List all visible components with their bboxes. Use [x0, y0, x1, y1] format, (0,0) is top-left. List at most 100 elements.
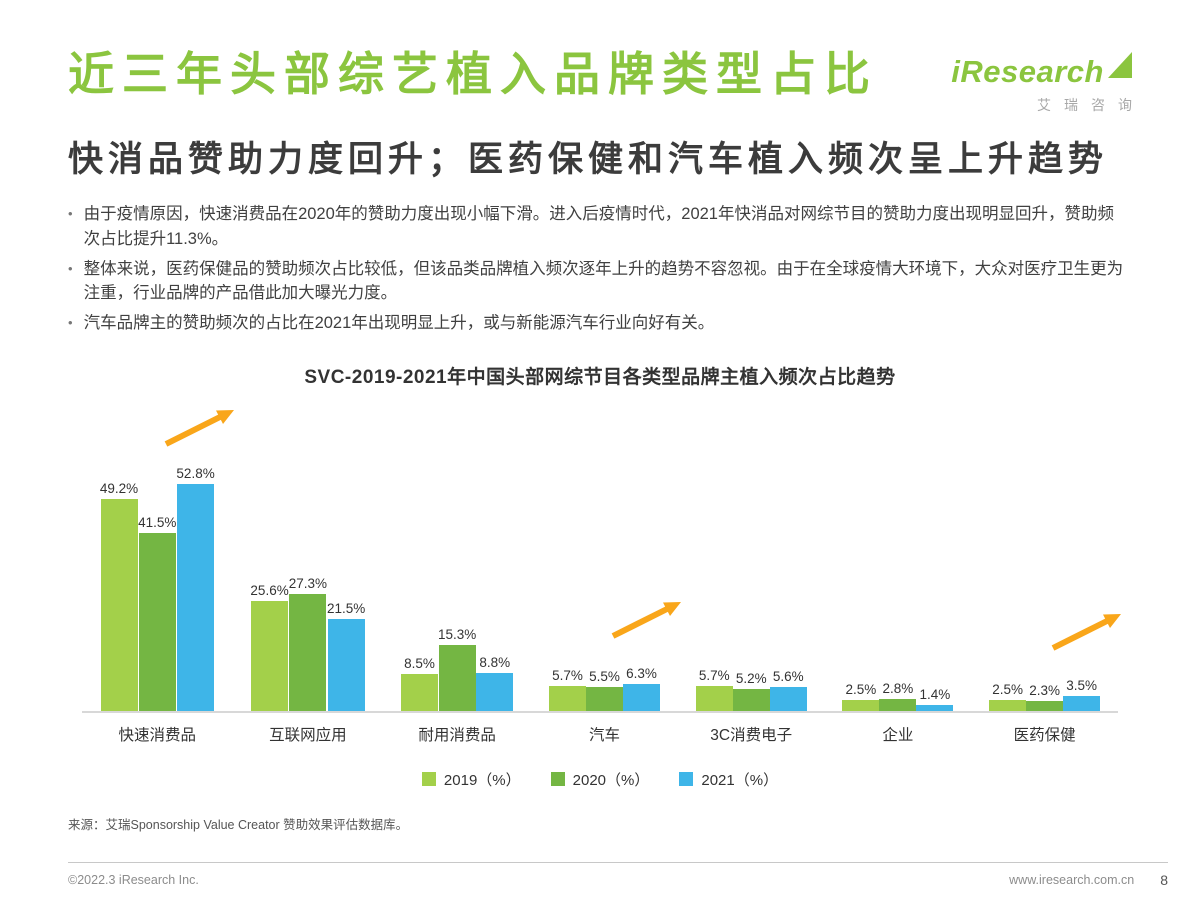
bar-value-label: 5.2%: [735, 670, 767, 686]
page-subtitle: 快消品赞助力度回升；医药保健和汽车植入频次呈上升趋势: [68, 140, 1109, 179]
category-label: 汽车: [588, 726, 620, 744]
bar-column: 52.8%: [176, 465, 215, 711]
category-label: 企业: [882, 726, 914, 744]
footer-website-link[interactable]: www.iresearch.com.cn: [1009, 873, 1135, 887]
bar-group-3: 8.5% 15.3% 8.8% 耐用消费品: [400, 627, 514, 744]
bar: [585, 686, 623, 711]
bar-value-label: 3.5%: [1066, 677, 1098, 693]
bar-column: 2.5%: [842, 681, 880, 711]
page-title: 近三年头部综艺植入品牌类型占比: [68, 48, 878, 100]
bar: [438, 644, 476, 711]
bullet-item: 由于疫情原因，快速消费品在2020年的赞助力度出现小幅下滑。进入后疫情时代，20…: [68, 202, 1130, 252]
bar-value-label: 52.8%: [176, 465, 215, 481]
bar-value-label: 2.3%: [1029, 682, 1061, 698]
footer-copyright: ©2022.3 iResearch Inc.: [68, 873, 199, 887]
bar-column: 8.5%: [400, 655, 438, 711]
bar: [989, 699, 1027, 711]
bar-value-label: 5.7%: [698, 667, 730, 683]
bar-column: 1.4%: [916, 687, 954, 711]
bar: [916, 704, 954, 711]
bar-column: 27.3%: [289, 576, 327, 711]
bar: [289, 593, 327, 711]
bullet-list: 由于疫情原因，快速消费品在2020年的赞助力度出现小幅下滑。进入后疫情时代，20…: [68, 202, 1132, 336]
legend-label: 2020（%）: [572, 771, 650, 789]
bar-column: 49.2%: [100, 481, 138, 711]
bar-chart: 49.2% 41.5% 52.8% 快速消费品 25.6% 27.3% 21.5% 互联网应用…: [82, 409, 1121, 744]
bar-value-label: 2.5%: [992, 681, 1024, 697]
bar-column: 2.8%: [879, 680, 917, 711]
bar-group-1: 49.2% 41.5% 52.8% 快速消费品: [100, 409, 234, 744]
logo-flag-icon: [1108, 52, 1132, 78]
bar-group-4: 5.7% 5.5% 6.3% 汽车: [548, 601, 681, 744]
bullet-item: 整体来说，医药保健品的赞助频次占比较低，但该品类品牌植入频次逐年上升的趋势不容忽…: [68, 257, 1130, 307]
bar-group-5: 5.7% 5.2% 5.6% 3C消费电子: [695, 667, 807, 744]
bar-column: 25.6%: [250, 582, 289, 711]
logo-text: iResearch: [951, 54, 1104, 89]
page-number: 8: [1160, 872, 1168, 888]
footer-right: www.iresearch.com.cn 8: [1009, 872, 1168, 888]
bar: [1026, 700, 1064, 711]
bar: [842, 699, 880, 711]
bar-value-label: 25.6%: [250, 582, 289, 598]
source-note: 来源：艾瑞Sponsorship Value Creator 赞助效果评估数据库…: [68, 817, 409, 832]
footer: ©2022.3 iResearch Inc. www.iresearch.com…: [68, 862, 1168, 888]
header: 近三年头部综艺植入品牌类型占比 iResearch 艾瑞咨询: [68, 50, 1132, 115]
legend-item: 2020（%）: [550, 769, 650, 790]
bar: [100, 498, 138, 711]
bar: [1063, 695, 1101, 711]
bar: [177, 483, 215, 711]
bar-column: 5.7%: [548, 667, 586, 711]
bar-value-label: 49.2%: [99, 480, 139, 496]
bar-column: 2.3%: [1026, 682, 1064, 711]
chart-title: SVC-2019-2021年中国头部网综节目各类型品牌主植入频次占比趋势: [304, 366, 896, 388]
bar: [327, 618, 365, 711]
bar: [251, 600, 289, 711]
bar: [879, 698, 917, 711]
logo-subtext: 艾瑞咨询: [1037, 97, 1145, 113]
bar: [138, 532, 176, 711]
bar-value-label: 5.6%: [772, 668, 804, 684]
trend-up-arrow-icon: [611, 601, 681, 639]
bar: [732, 688, 770, 711]
bar-value-label: 2.5%: [845, 681, 877, 697]
legend-label: 2019（%）: [443, 771, 521, 789]
bar-value-label: 2.8%: [882, 680, 914, 696]
trend-up-arrow-icon: [1051, 613, 1121, 651]
bar-column: 6.3%: [622, 665, 660, 711]
category-label: 互联网应用: [269, 726, 347, 744]
bar: [622, 683, 660, 711]
bar-group-6: 2.5% 2.8% 1.4% 企业: [842, 680, 954, 744]
bar: [769, 686, 807, 711]
bar-value-label: 41.5%: [138, 514, 177, 530]
bar: [476, 672, 514, 711]
bar-column: 5.7%: [695, 667, 733, 711]
bar-column: 41.5%: [138, 515, 176, 711]
bar: [400, 673, 438, 711]
bar-value-label: 5.5%: [589, 668, 620, 684]
bar-value-label: 15.3%: [437, 626, 477, 642]
bar-value-label: 8.8%: [479, 654, 511, 670]
legend-swatch: [550, 772, 565, 787]
bar-value-label: 6.3%: [626, 665, 657, 681]
bar-column: 15.3%: [438, 627, 476, 711]
chart-legend: 2019（%） 2020（%） 2021（%）: [68, 769, 1132, 790]
bar-column: 3.5%: [1063, 677, 1101, 711]
bar-value-label: 5.7%: [552, 667, 583, 683]
logo-wordmark: iResearch: [951, 52, 1132, 90]
bar-column: 8.8%: [476, 654, 514, 711]
bar-column: 5.6%: [769, 668, 807, 711]
bar-column: 21.5%: [327, 601, 365, 711]
category-label: 耐用消费品: [418, 726, 496, 744]
legend-item: 2019（%）: [421, 769, 521, 790]
bar-column: 2.5%: [989, 681, 1027, 711]
bar-group-7: 2.5% 2.3% 3.5% 医药保健: [989, 613, 1121, 744]
bar-value-label: 8.5%: [404, 655, 435, 671]
bar-value-label: 21.5%: [326, 600, 366, 616]
legend-label: 2021（%）: [701, 771, 779, 789]
legend-swatch: [679, 772, 694, 787]
category-label: 快速消费品: [118, 726, 197, 744]
bar-column: 5.5%: [585, 668, 623, 711]
trend-up-arrow-icon: [164, 409, 234, 447]
legend-swatch: [421, 772, 436, 787]
